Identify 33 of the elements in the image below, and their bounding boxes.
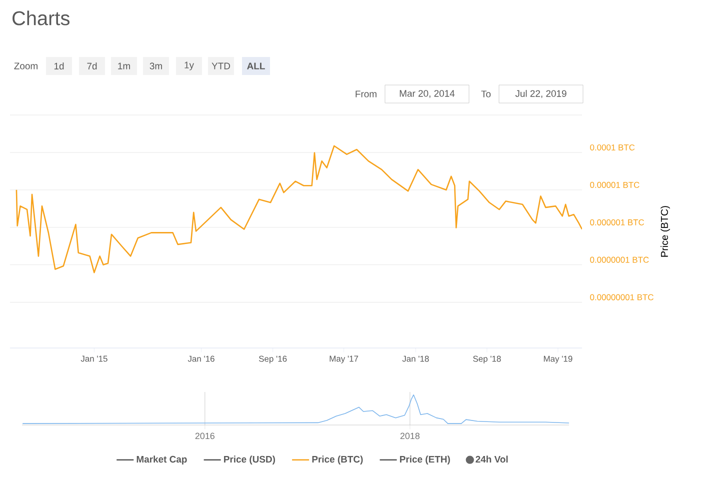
y-tick-label: 0.0000001 BTC (590, 256, 649, 263)
x-tick-label: May '17 (330, 356, 358, 364)
legend-label: 24h Vol (476, 456, 508, 463)
x-tick-label: 2018 (400, 432, 420, 440)
legend-label: Price (BTC) (312, 456, 363, 464)
x-tick-label: Jan '18 (402, 356, 429, 362)
legend-label: Price (ETH) (400, 456, 450, 464)
text: From (356, 90, 376, 98)
x-tick-label: 2016 (195, 432, 214, 440)
y-tick-label: 0.00000001 BTC (590, 294, 654, 300)
text: YTD (212, 62, 230, 70)
text: Zoom (14, 62, 38, 70)
y-tick-label: 0.00001 BTC (590, 182, 640, 188)
text: To (481, 90, 491, 98)
text: Jul 22, 2019 (515, 90, 566, 98)
x-tick-label: May '19 (544, 356, 572, 364)
y-tick-label: 0.0001 BTC (590, 144, 635, 150)
text: 1d (54, 62, 64, 70)
y-axis-title: Price (BTC) (660, 206, 670, 257)
x-tick-label: Sep '16 (259, 356, 287, 364)
text: 3m (150, 62, 162, 70)
x-tick-label: Sep '18 (473, 356, 501, 364)
text: 1y (184, 62, 194, 70)
legend-label: Market Cap (136, 456, 187, 464)
x-tick-label: Jan '15 (80, 356, 108, 362)
chart-title: Charts (12, 10, 70, 26)
text: ALL (247, 62, 265, 70)
text: 1m (118, 62, 130, 70)
y-tick-label: 0.000001 BTC (590, 219, 644, 226)
text: Mar 20, 2014 (400, 90, 455, 98)
text: 7d (87, 62, 97, 70)
x-tick-label: Jan '16 (188, 356, 214, 362)
legend-label: Price (USD) (224, 456, 276, 464)
